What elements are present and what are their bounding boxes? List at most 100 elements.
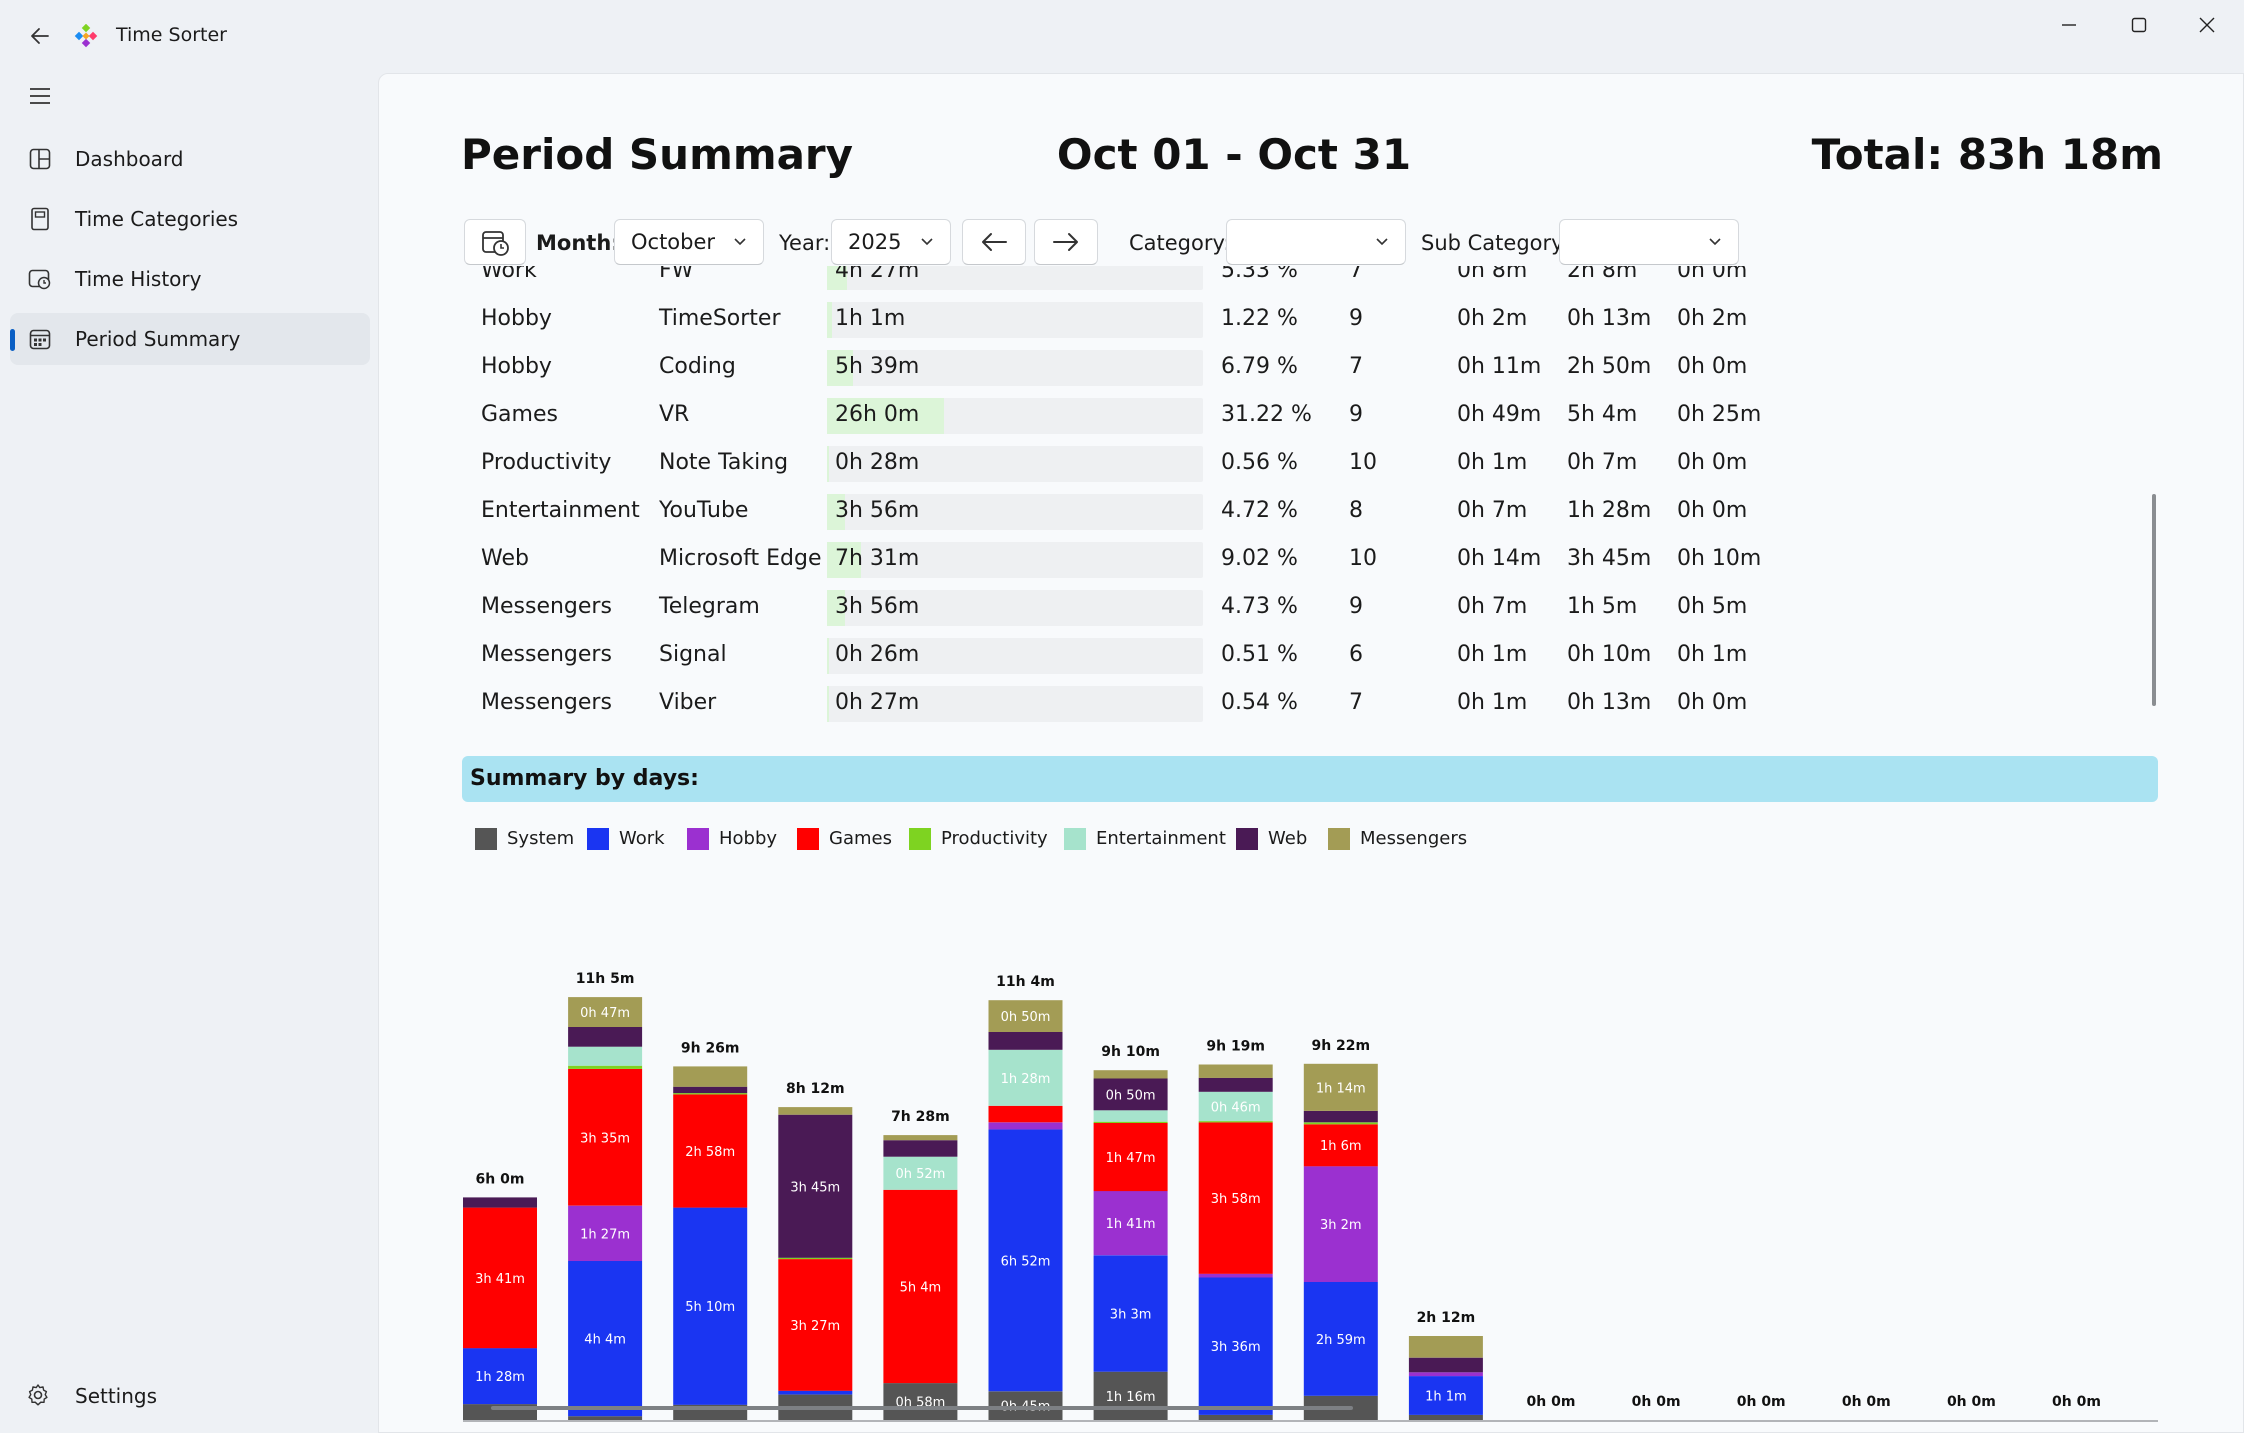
x-tick-date: oct 12 (1629, 1431, 1682, 1433)
bar-segment-entertainment (568, 1046, 643, 1066)
sidebar-item-period-summary[interactable]: Period Summary (10, 313, 370, 365)
bar-segment-work (778, 1390, 853, 1395)
table-row[interactable]: Hobby TimeSorter 1h 1m 1.22 % 9 0h 2m 0h 13m 0h… (379, 296, 2243, 344)
category-dropdown[interactable] (1226, 219, 1406, 265)
bar-total-label: 6h 0m (476, 1171, 525, 1187)
table-scrollbar[interactable] (2152, 494, 2156, 706)
table-row[interactable]: Messengers Viber 0h 27m 0.54 % 7 0h 1m 0h 13m 0… (379, 680, 2243, 728)
table-row[interactable]: Messengers Signal 0h 26m 0.51 % 6 0h 1m 0h 10m… (379, 632, 2243, 680)
share-fill-bar (827, 494, 845, 530)
extra-time-cell: 0h 0m (1677, 690, 1748, 715)
categories-icon (26, 206, 54, 232)
sidebar-item-time-categories[interactable]: Time Categories (10, 193, 370, 245)
days-count-cell: 7 (1349, 266, 1363, 283)
bar-segment-games (1198, 1122, 1273, 1274)
min-time-cell: 0h 7m (1457, 594, 1528, 619)
bar-total-label: 9h 22m (1311, 1038, 1370, 1054)
sidebar-item-label: Dashboard (75, 147, 184, 171)
gear-icon (26, 1383, 50, 1411)
max-time-cell: 0h 7m (1567, 450, 1638, 475)
back-button[interactable] (20, 16, 60, 56)
segment-label: 0h 50m (1001, 1010, 1051, 1025)
time-value: 3h 56m (835, 498, 920, 523)
subcategory-cell: TimeSorter (659, 306, 781, 331)
chart-horizontal-scrollbar[interactable] (491, 1406, 1353, 1410)
maximize-button[interactable] (2104, 0, 2174, 50)
bar-segment-messengers (1093, 1070, 1168, 1079)
segment-label: 1h 41m (1106, 1217, 1156, 1232)
x-tick-date: oct 09 (1314, 1431, 1367, 1433)
x-tick-date: oct 08 (1209, 1431, 1262, 1433)
month-dropdown[interactable]: October (614, 219, 764, 265)
min-time-cell: 0h 14m (1457, 546, 1542, 571)
previous-month-button[interactable] (962, 219, 1026, 265)
x-tick-date: oct 01 (473, 1431, 526, 1433)
category-cell: Messengers (481, 642, 612, 667)
next-month-button[interactable] (1034, 219, 1098, 265)
category-cell: Games (481, 402, 558, 427)
year-value: 2025 (848, 230, 902, 254)
bar-segment-web (1198, 1077, 1273, 1092)
summary-table: Work FW 4h 27m 5.33 % 7 0h 8m 2h 8m 0h 0m Hobby T… (379, 266, 2243, 812)
segment-label: 1h 28m (475, 1370, 525, 1385)
days-count-cell: 6 (1349, 642, 1363, 667)
table-row[interactable]: Productivity Note Taking 0h 28m 0.56 % 10 0h … (379, 440, 2243, 488)
time-cell: 0h 26m (827, 638, 1203, 674)
year-dropdown[interactable]: 2025 (831, 219, 951, 265)
legend-label: Messengers (1360, 828, 1468, 849)
percent-cell: 1.22 % (1221, 306, 1298, 331)
arrow-left-icon (31, 28, 49, 44)
bar-segment-messengers (1303, 1063, 1378, 1111)
days-count-cell: 7 (1349, 690, 1363, 715)
segment-label: 5h 10m (685, 1300, 735, 1315)
bar-segment-web (883, 1140, 958, 1157)
table-row[interactable]: Messengers Telegram 3h 56m 4.73 % 9 0h 7m 1h 5… (379, 584, 2243, 632)
table-row[interactable]: Hobby Coding 5h 39m 6.79 % 7 0h 11m 2h 50m 0h 0… (379, 344, 2243, 392)
sidebar-item-dashboard[interactable]: Dashboard (10, 133, 370, 185)
legend-swatch (797, 828, 819, 850)
time-value: 26h 0m (835, 402, 920, 427)
bar-segment-games (1093, 1123, 1168, 1192)
bar-segment-hobby (1303, 1166, 1378, 1282)
table-row[interactable]: Web Microsoft Edge 7h 31m 9.02 % 10 0h 14m 3h … (379, 536, 2243, 584)
legend-label: Web (1268, 828, 1308, 849)
time-value: 7h 31m (835, 546, 920, 571)
extra-time-cell: 0h 1m (1677, 642, 1748, 667)
table-row[interactable]: Games VR 26h 0m 31.22 % 9 0h 49m 5h 4m 0h 25m (379, 392, 2243, 440)
min-time-cell: 0h 2m (1457, 306, 1528, 331)
subcategory-dropdown[interactable] (1559, 219, 1739, 265)
year-label: Year: (779, 231, 831, 255)
chevron-down-icon (921, 238, 933, 246)
min-time-cell: 0h 49m (1457, 402, 1542, 427)
bar-total-label: 0h 0m (1527, 1394, 1576, 1410)
subcategory-cell: FW (659, 266, 694, 283)
share-fill-bar (827, 398, 944, 434)
max-time-cell: 1h 5m (1567, 594, 1638, 619)
x-tick-date: oct 13 (1734, 1431, 1787, 1433)
close-button[interactable] (2172, 0, 2242, 50)
minimize-button[interactable] (2034, 0, 2104, 50)
sidebar-item-time-history[interactable]: Time History (10, 253, 370, 305)
table-row[interactable]: Entertainment YouTube 3h 56m 4.72 % 8 0h 7m 1h… (379, 488, 2243, 536)
bar-segment-web (1408, 1357, 1483, 1373)
x-tick-date: oct 07 (1104, 1431, 1157, 1433)
bar-segment-web (1303, 1110, 1378, 1123)
segment-label: 0h 47m (580, 1006, 630, 1021)
time-cell: 5h 39m (827, 350, 1203, 386)
nav-menu-button[interactable] (20, 78, 60, 114)
calendar-picker-button[interactable] (464, 219, 526, 265)
bar-segment-games (1303, 1124, 1378, 1167)
table-row[interactable]: Work FW 4h 27m 5.33 % 7 0h 8m 2h 8m 0h 0m (379, 266, 2243, 296)
segment-label: 3h 35m (580, 1131, 630, 1146)
segment-label: 6h 52m (1001, 1254, 1051, 1269)
segment-label: 1h 14m (1316, 1081, 1366, 1096)
sidebar-item-settings[interactable]: Settings (10, 1370, 370, 1422)
percent-cell: 0.54 % (1221, 690, 1298, 715)
bar-segment-games (673, 1094, 748, 1208)
bar-total-label: 7h 28m (891, 1109, 950, 1125)
share-fill-bar (827, 266, 847, 290)
share-fill-bar (827, 542, 861, 578)
bar-segment-productivity (1198, 1121, 1273, 1123)
bar-total-label: 0h 0m (1737, 1394, 1786, 1410)
subcategory-label: Sub Category: (1421, 231, 1570, 255)
